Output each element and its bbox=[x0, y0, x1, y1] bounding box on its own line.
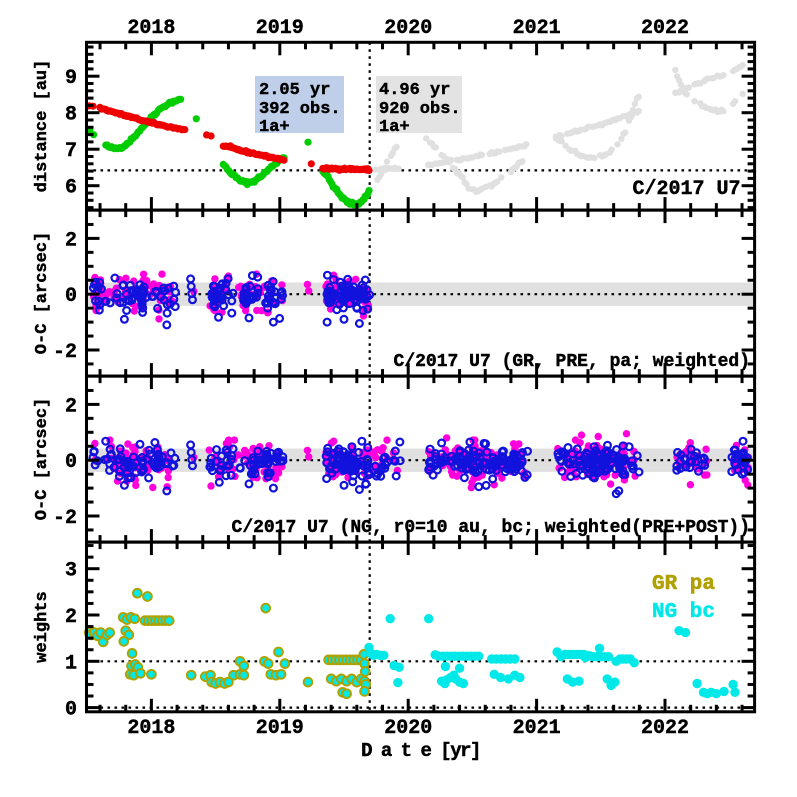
svg-text:2022: 2022 bbox=[641, 17, 689, 40]
svg-text:2018: 2018 bbox=[127, 17, 175, 40]
svg-text:1a+: 1a+ bbox=[379, 118, 410, 137]
svg-text:1a+: 1a+ bbox=[259, 118, 290, 137]
svg-text:O-C [arcsec]: O-C [arcsec] bbox=[33, 232, 52, 354]
svg-text:9: 9 bbox=[65, 67, 77, 90]
svg-text:C/2017 U7: C/2017 U7 bbox=[632, 178, 740, 201]
svg-text:C/2017 U7 (NG, r0=10 au, bc; w: C/2017 U7 (NG, r0=10 au, bc; weighted(PR… bbox=[232, 518, 750, 538]
svg-text:weights: weights bbox=[33, 591, 52, 662]
svg-text:3: 3 bbox=[65, 560, 77, 583]
svg-text:2021: 2021 bbox=[513, 17, 561, 40]
svg-text:2019: 2019 bbox=[256, 717, 304, 740]
svg-text:7: 7 bbox=[65, 140, 77, 163]
svg-text:-2: -2 bbox=[53, 507, 77, 530]
svg-text:2: 2 bbox=[65, 229, 77, 252]
svg-text:8: 8 bbox=[65, 104, 77, 127]
svg-text:0: 0 bbox=[65, 699, 77, 722]
svg-text:C/2017 U7 (GR, PRE, pa; weight: C/2017 U7 (GR, PRE, pa; weighted) bbox=[394, 352, 750, 372]
svg-text:distance [au]: distance [au] bbox=[33, 60, 52, 193]
svg-text:2020: 2020 bbox=[384, 717, 432, 740]
svg-text:0: 0 bbox=[65, 285, 77, 308]
svg-text:2020: 2020 bbox=[384, 17, 432, 40]
svg-text:2: 2 bbox=[65, 606, 77, 629]
svg-text:D a t e [yr]: D a t e [yr] bbox=[361, 740, 480, 762]
svg-text:-2: -2 bbox=[53, 341, 77, 364]
svg-text:2021: 2021 bbox=[513, 717, 561, 740]
svg-text:392 obs.: 392 obs. bbox=[259, 100, 341, 119]
svg-text:2022: 2022 bbox=[641, 717, 689, 740]
svg-text:4.96 yr: 4.96 yr bbox=[379, 81, 450, 100]
svg-text:2018: 2018 bbox=[127, 717, 175, 740]
svg-text:0: 0 bbox=[65, 451, 77, 474]
svg-text:2019: 2019 bbox=[256, 17, 304, 40]
svg-text:2.05 yr: 2.05 yr bbox=[259, 81, 330, 100]
svg-text:920 obs.: 920 obs. bbox=[379, 100, 461, 119]
svg-text:1: 1 bbox=[65, 652, 77, 675]
svg-text:6: 6 bbox=[65, 177, 77, 200]
svg-text:GR pa: GR pa bbox=[652, 573, 715, 596]
svg-text:O-C [arcsec]: O-C [arcsec] bbox=[33, 398, 52, 520]
svg-text:2: 2 bbox=[65, 395, 77, 418]
svg-text:NG bc: NG bc bbox=[652, 601, 715, 624]
